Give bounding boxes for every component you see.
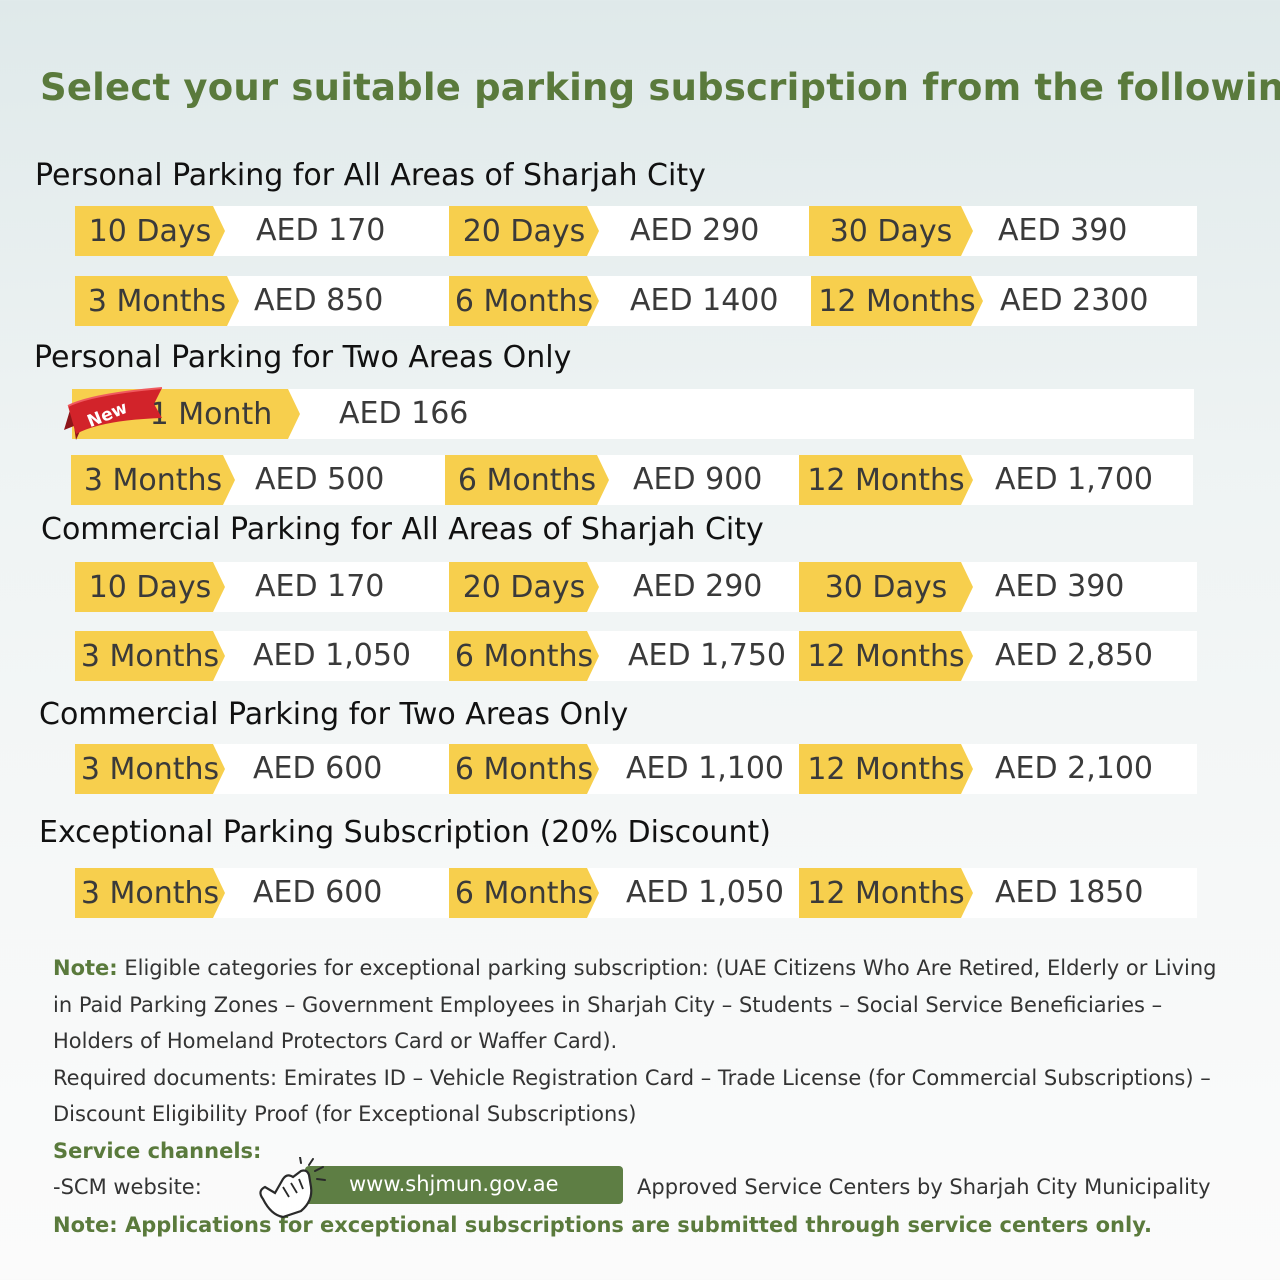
duration-pill[interactable]: 3 Months (75, 276, 239, 326)
duration-pill[interactable]: 3 Months (75, 744, 225, 794)
eligibility-note: Note: Eligible categories for exceptiona… (53, 950, 1233, 1060)
price-value: AED 290 (630, 213, 760, 248)
price-value: AED 1,050 (626, 875, 784, 910)
price-value: AED 500 (255, 462, 385, 497)
duration-pill[interactable]: 6 Months (449, 631, 599, 681)
duration-pill[interactable]: 12 Months (799, 744, 973, 794)
hand-pointer-icon (259, 1157, 326, 1219)
duration-pill[interactable]: 20 Days (449, 562, 599, 612)
duration-pill[interactable]: 6 Months (445, 455, 609, 505)
section-title-personal-all: Personal Parking for All Areas of Sharja… (35, 158, 706, 193)
price-row: 3 Months AED 600 6 Months AED 1,050 12 M… (75, 868, 1197, 918)
note-text: Eligible categories for exceptional park… (53, 956, 1217, 1053)
price-row: 3 Months AED 1,050 6 Months AED 1,750 12… (75, 631, 1197, 681)
price-row: 3 Months AED 850 6 Months AED 1400 12 Mo… (75, 276, 1197, 326)
duration-pill[interactable]: 30 Days (799, 562, 973, 612)
website-label: -SCM website: (53, 1175, 202, 1199)
duration-pill[interactable]: 12 Months (799, 868, 973, 918)
price-value: AED 1,100 (626, 751, 784, 786)
duration-pill[interactable]: 6 Months (449, 744, 599, 794)
price-row: 10 Days AED 170 20 Days AED 290 30 Days … (75, 206, 1197, 256)
price-row: 3 Months AED 600 6 Months AED 1,100 12 M… (75, 744, 1197, 794)
duration-pill[interactable]: 10 Days (75, 562, 225, 612)
duration-pill[interactable]: 12 Months (799, 455, 973, 505)
price-value: AED 1850 (995, 875, 1144, 910)
website-line: -SCM website: www.shjmun.gov.ae Approved… (53, 1157, 1233, 1219)
duration-pill[interactable]: 20 Days (449, 206, 599, 256)
duration-pill[interactable]: 10 Days (75, 206, 225, 256)
section-title-exceptional: Exceptional Parking Subscription (20% Di… (39, 815, 771, 850)
price-value: AED 850 (254, 283, 384, 318)
duration-pill[interactable]: 30 Days (809, 206, 973, 256)
price-value: AED 600 (253, 751, 383, 786)
section-title-commercial-all: Commercial Parking for All Areas of Shar… (41, 512, 764, 547)
price-value: AED 390 (995, 569, 1125, 604)
duration-pill[interactable]: 3 Months (71, 455, 235, 505)
price-value: AED 600 (253, 875, 383, 910)
final-note: Note: Applications for exceptional subsc… (53, 1213, 1152, 1237)
price-value: AED 1,750 (628, 638, 786, 673)
duration-pill[interactable]: 3 Months (75, 631, 225, 681)
new-ribbon-icon: New (62, 384, 172, 444)
section-title-commercial-two: Commercial Parking for Two Areas Only (39, 697, 629, 732)
price-value: AED 170 (256, 213, 386, 248)
section-title-personal-two: Personal Parking for Two Areas Only (34, 340, 572, 375)
price-value: AED 2,850 (995, 638, 1153, 673)
documents-note: Required documents: Emirates ID – Vehicl… (53, 1065, 1211, 1127)
notes-block: Note: Eligible categories for exceptiona… (53, 950, 1233, 1244)
price-value: AED 1,050 (253, 638, 411, 673)
price-value: AED 900 (633, 462, 763, 497)
price-value: AED 2,100 (995, 751, 1153, 786)
price-value: AED 170 (255, 569, 385, 604)
service-channels-title: Service channels: (53, 1138, 262, 1163)
price-row: 3 Months AED 500 6 Months AED 900 12 Mon… (71, 455, 1193, 505)
price-value: AED 1,700 (995, 462, 1153, 497)
price-value: AED 166 (339, 396, 469, 431)
price-row: 10 Days AED 170 20 Days AED 290 30 Days … (75, 562, 1197, 612)
note-label: Note: (53, 956, 118, 980)
duration-pill[interactable]: 6 Months (449, 868, 599, 918)
duration-pill[interactable]: 12 Months (799, 631, 973, 681)
duration-pill[interactable]: 12 Months (811, 276, 983, 326)
service-centers-text: Approved Service Centers by Sharjah City… (637, 1175, 1211, 1199)
duration-pill[interactable]: 3 Months (75, 868, 225, 918)
price-value: AED 2300 (1000, 283, 1149, 318)
price-row-featured: 1 Month AED 166 (72, 389, 1194, 439)
price-value: AED 1400 (630, 283, 779, 318)
price-value: AED 390 (998, 213, 1128, 248)
price-value: AED 290 (633, 569, 763, 604)
website-link[interactable]: www.shjmun.gov.ae (305, 1166, 623, 1204)
duration-pill[interactable]: 6 Months (449, 276, 599, 326)
page-title: Select your suitable parking subscriptio… (40, 66, 1280, 109)
